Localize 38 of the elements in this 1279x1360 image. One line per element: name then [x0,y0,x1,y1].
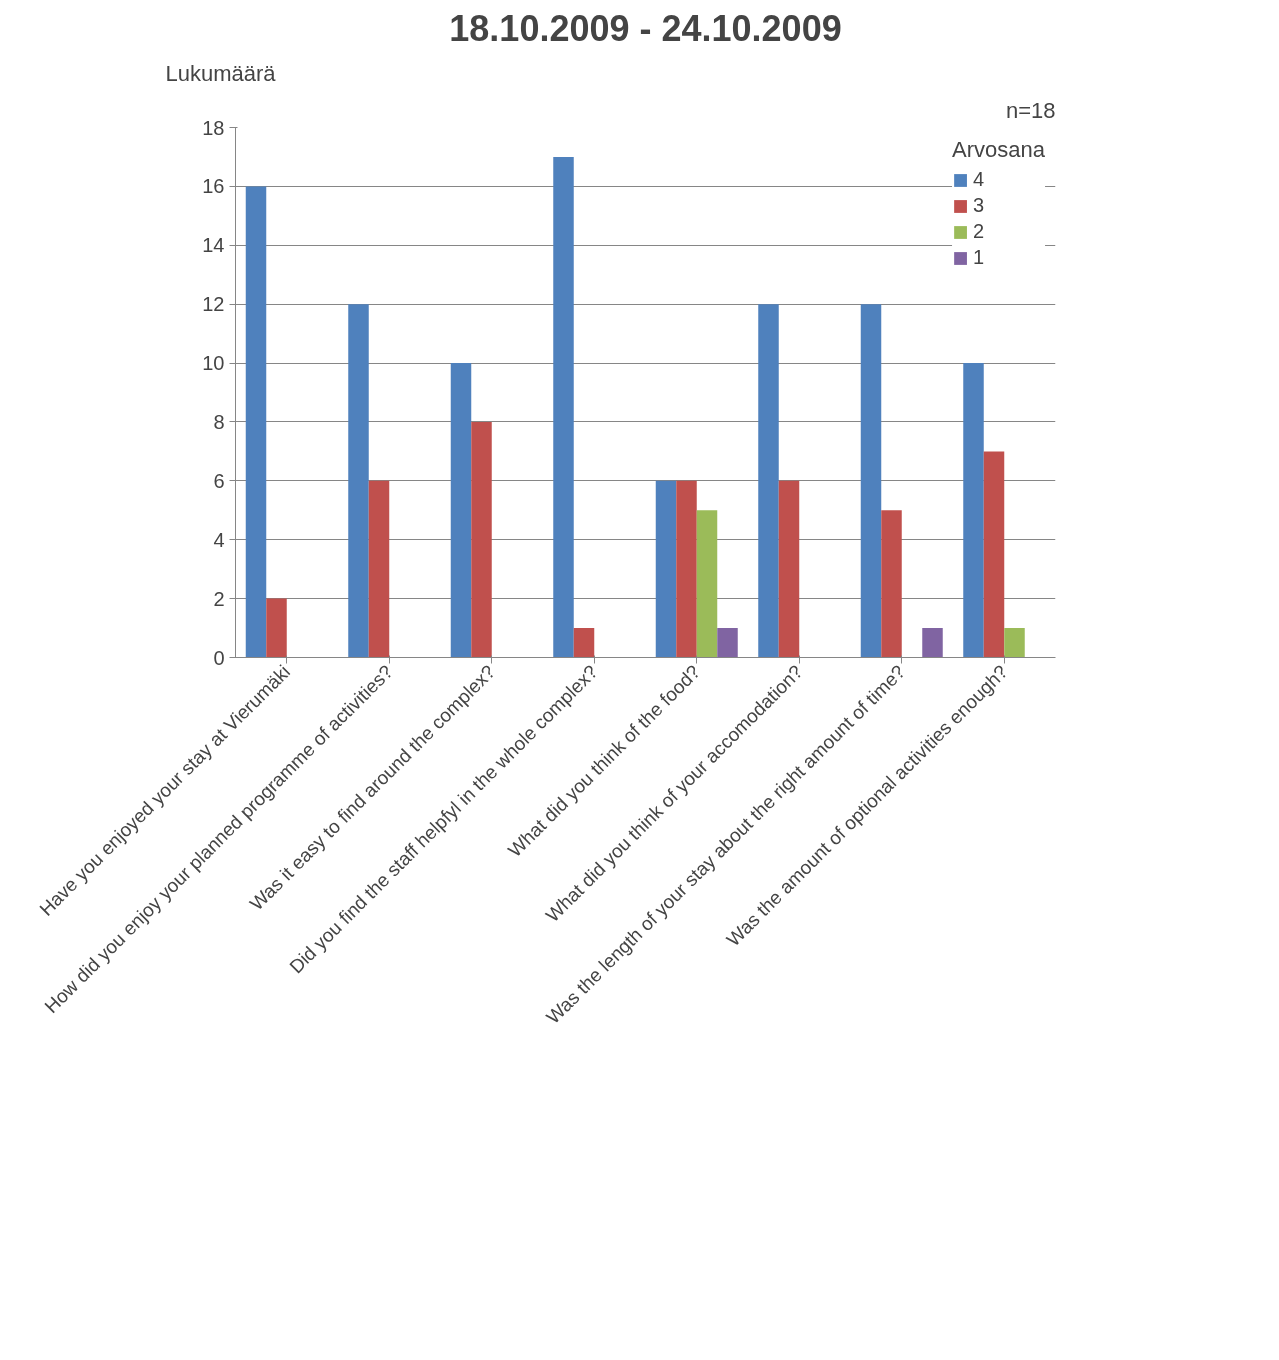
bar [696,510,718,658]
y-tick-label: 14 [202,234,225,257]
bar [963,363,984,658]
legend-title: Arvosana [952,137,1045,163]
bar [922,628,943,658]
bar [1004,628,1025,658]
bar [368,480,390,658]
y-tick-label: 18 [202,116,225,139]
chart-title: 18.10.2009 - 24.10.2009 [449,7,842,49]
legend-label: 4 [973,168,986,191]
bar [881,510,902,658]
legend-label: 2 [973,220,986,243]
bar [450,363,472,658]
bar [655,480,677,658]
y-tick-label: 0 [213,646,225,669]
y-tick-label: 8 [213,410,225,433]
bar [348,304,369,658]
bar [676,480,697,658]
bar [471,421,492,658]
text: n=18 [1005,97,1056,123]
bar [860,304,882,658]
bar [983,451,1005,658]
bar [266,598,287,658]
legend-label: 3 [973,194,986,217]
bar [717,628,738,658]
bar [778,480,800,658]
y-tick-label: 16 [202,175,225,198]
y-tick-label: 4 [213,528,225,551]
y-axis-title: Lukumäärä [165,60,277,86]
legend-label: 1 [973,246,986,269]
y-tick-label: 2 [213,587,225,610]
bar [758,304,779,658]
bar [245,186,267,658]
y-tick-label: 6 [213,469,225,492]
y-tick-label: 10 [202,352,225,375]
bar [573,628,595,658]
bar [553,156,574,658]
y-tick-label: 12 [202,293,225,316]
